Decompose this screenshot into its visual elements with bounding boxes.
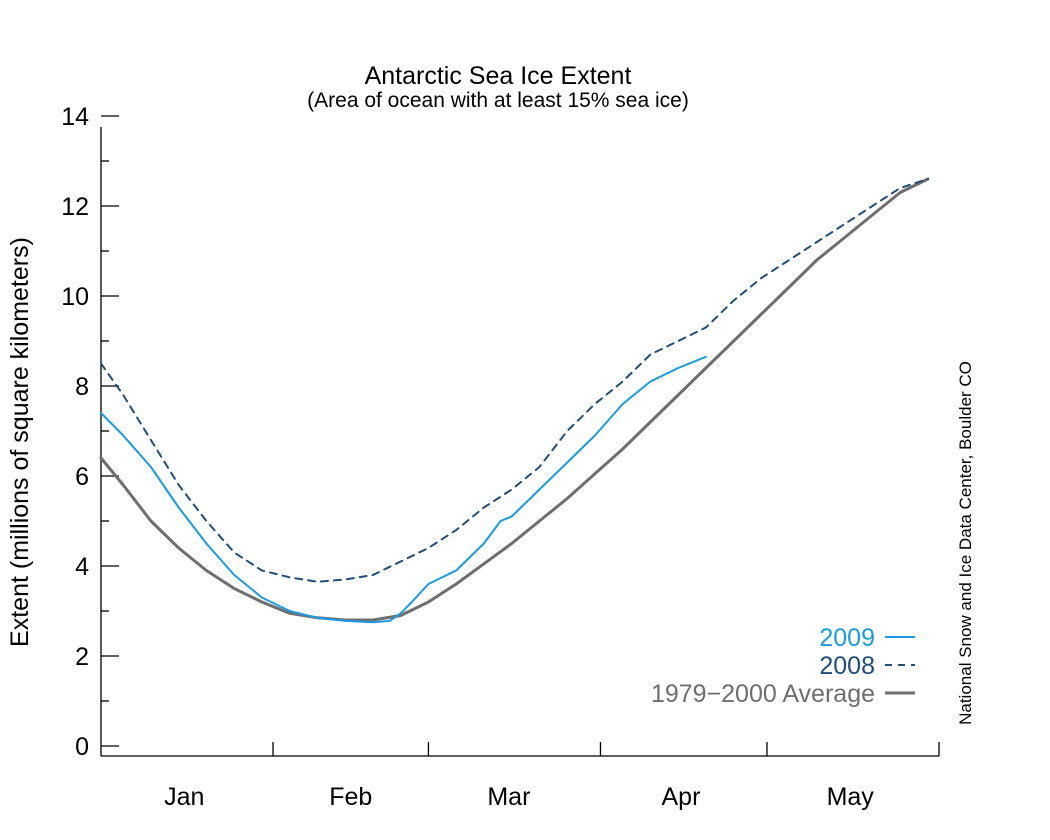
legend-2009-label: 2009 xyxy=(819,624,875,652)
y-tick-label: 4 xyxy=(75,553,89,581)
line-2009 xyxy=(100,355,707,624)
legend-2008-label: 2008 xyxy=(819,652,875,680)
axes: 0 2 4 6 8 10 12 14 Jan Feb Mar Apr May xyxy=(61,103,940,811)
legend-average-label: 1979−2000 Average xyxy=(651,680,875,708)
y-tick-label: 0 xyxy=(75,733,89,761)
x-month-label: Apr xyxy=(661,783,700,811)
credit-text: National Snow and Ice Data Center, Bould… xyxy=(956,361,975,725)
y-tick-label: 10 xyxy=(61,283,89,311)
chart-title: Antarctic Sea Ice Extent xyxy=(365,62,632,90)
y-tick-label: 8 xyxy=(75,373,89,401)
y-tick-label: 2 xyxy=(75,643,89,671)
line-average xyxy=(99,177,930,622)
y-axis-label: Extent (millions of square kilometers) xyxy=(6,237,34,647)
y-tick-label: 12 xyxy=(61,193,89,221)
y-tick-label: 6 xyxy=(75,463,89,491)
x-month-label: May xyxy=(827,783,875,811)
chart-subtitle: (Area of ocean with at least 15% sea ice… xyxy=(307,89,689,112)
x-month-label: Jan xyxy=(164,783,204,811)
data-lines xyxy=(99,177,930,624)
y-tick-label: 14 xyxy=(61,103,89,131)
x-month-label: Feb xyxy=(329,783,372,811)
x-month-label: Mar xyxy=(487,783,530,811)
line-2008 xyxy=(100,178,929,583)
